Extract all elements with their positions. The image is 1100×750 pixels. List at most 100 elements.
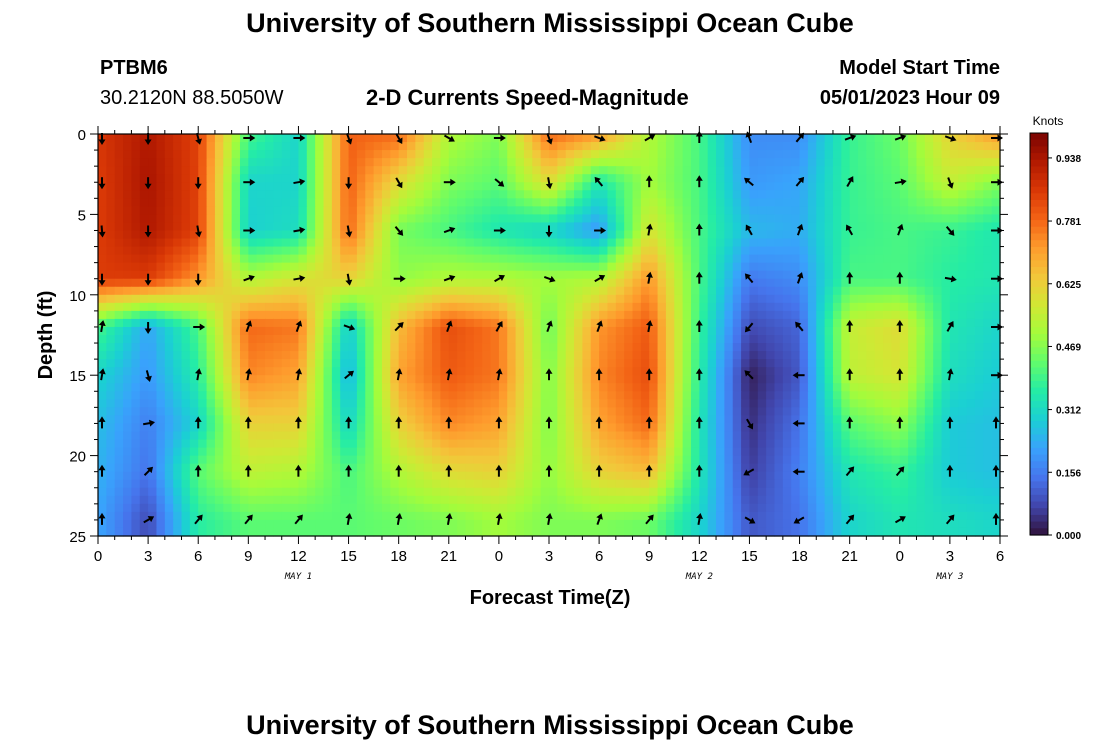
heatmap-cell [440, 351, 450, 360]
heatmap-cell [348, 335, 358, 344]
heatmap-cell [649, 206, 659, 215]
heatmap-cell [799, 407, 809, 416]
heatmap-cell [874, 262, 884, 272]
heatmap-cell [824, 391, 834, 400]
heatmap-cell [123, 343, 133, 352]
heatmap-cell [791, 343, 801, 352]
heatmap-cell [632, 375, 642, 384]
heatmap-cell [290, 455, 300, 465]
heatmap-cell [916, 238, 926, 248]
heatmap-cell [991, 254, 1001, 264]
heatmap-cell [607, 174, 617, 183]
heatmap-cell [381, 214, 391, 224]
heatmap-cell [223, 166, 233, 175]
heatmap-cell [574, 174, 584, 183]
heatmap-cell [799, 383, 809, 392]
heatmap-cell [239, 367, 249, 376]
heatmap-cell [381, 415, 391, 425]
heatmap-cell [423, 182, 433, 191]
heatmap-cell [824, 206, 834, 215]
heatmap-cell [707, 318, 717, 328]
heatmap-cell [231, 190, 241, 199]
heatmap-cell [265, 174, 274, 183]
heatmap-cell [615, 302, 625, 312]
heatmap-cell [858, 142, 867, 151]
heatmap-cell [724, 463, 734, 473]
heatmap-cell [164, 335, 174, 344]
heatmap-cell [415, 262, 425, 272]
heatmap-cell [615, 286, 625, 296]
heatmap-cell [381, 367, 391, 376]
heatmap-cell [415, 182, 425, 191]
heatmap-cell [958, 254, 968, 264]
heatmap-cell [306, 150, 316, 159]
heatmap-cell [841, 423, 851, 433]
heatmap-cell [340, 455, 350, 465]
heatmap-cell [206, 302, 216, 312]
heatmap-cell [156, 222, 166, 232]
heatmap-cell [290, 174, 300, 183]
heatmap-cell [490, 415, 500, 425]
heatmap-cell [649, 142, 659, 151]
heatmap-cell [916, 174, 926, 183]
heatmap-cell [340, 415, 350, 425]
heatmap-cell [649, 310, 659, 320]
heatmap-cell [306, 198, 316, 207]
heatmap-cell [473, 359, 483, 368]
heatmap-cell [958, 190, 968, 199]
heatmap-cell [574, 206, 584, 215]
heatmap-cell [924, 286, 934, 296]
heatmap-cell [924, 198, 934, 207]
heatmap-cell [682, 230, 692, 240]
heatmap-cell [523, 479, 533, 489]
heatmap-cell [206, 495, 216, 505]
heatmap-cell [866, 343, 876, 352]
heatmap-cell [106, 206, 116, 215]
heatmap-cell [599, 206, 609, 215]
heatmap-cell [398, 230, 408, 240]
heatmap-cell [816, 423, 826, 433]
heatmap-cell [983, 262, 993, 272]
heatmap-cell [674, 134, 684, 143]
heatmap-cell [340, 326, 350, 336]
heatmap-cell [791, 158, 801, 167]
heatmap-cell [189, 182, 199, 191]
heatmap-cell [515, 254, 525, 264]
heatmap-cell [716, 447, 725, 457]
heatmap-cell [331, 471, 341, 481]
page-title: University of Southern Mississippi Ocean… [246, 8, 854, 38]
heatmap-cell [214, 286, 224, 296]
heatmap-cell [173, 399, 183, 408]
heatmap-cell [139, 399, 149, 408]
heatmap-cell [883, 439, 893, 449]
heatmap-cell [699, 310, 709, 320]
heatmap-cell [123, 206, 133, 215]
heatmap-cell [816, 407, 826, 416]
heatmap-cell [181, 286, 191, 296]
heatmap-cell [582, 286, 592, 296]
heatmap-cell [991, 391, 1001, 400]
heatmap-cell [415, 254, 425, 264]
heatmap-cell [816, 198, 826, 207]
heatmap-cell [774, 439, 784, 449]
heatmap-cell [665, 310, 675, 320]
heatmap-cell [281, 294, 291, 304]
heatmap-cell [824, 302, 834, 312]
heatmap-cell [440, 134, 450, 143]
heatmap-cell [540, 415, 550, 425]
heatmap-cell [298, 407, 308, 416]
heatmap-cell [265, 238, 274, 248]
heatmap-cell [265, 383, 274, 392]
heatmap-cell [440, 230, 450, 240]
heatmap-cell [164, 310, 174, 320]
heatmap-cell [306, 383, 316, 392]
heatmap-cell [340, 407, 350, 416]
heatmap-cell [164, 142, 174, 151]
heatmap-cell [173, 222, 183, 232]
heatmap-cell [390, 182, 400, 191]
heatmap-cell [674, 214, 684, 224]
heatmap-cell [615, 174, 625, 183]
heatmap-cell [891, 463, 901, 473]
heatmap-cell [891, 182, 901, 191]
heatmap-cell [757, 238, 767, 248]
